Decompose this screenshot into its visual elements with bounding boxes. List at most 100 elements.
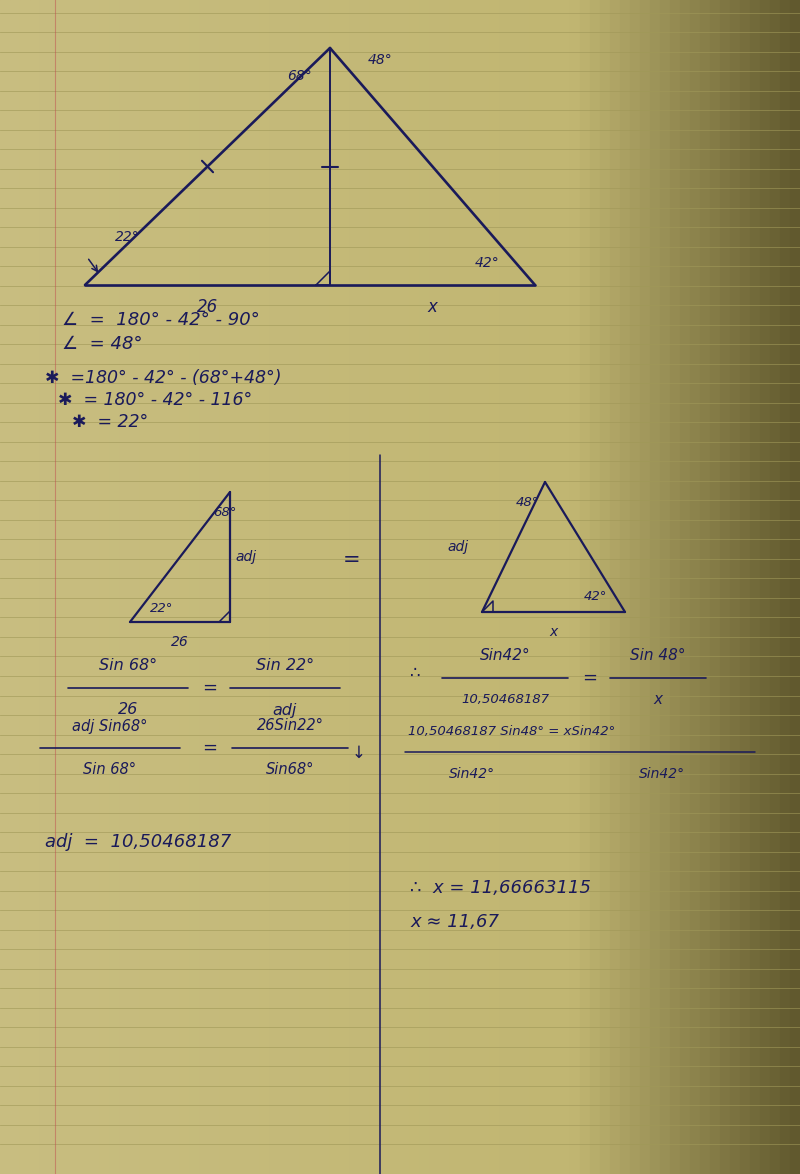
Bar: [590, 0, 600, 1174]
Bar: [720, 0, 730, 1174]
Text: ∠  = 48°: ∠ = 48°: [62, 335, 142, 353]
Bar: [70, 0, 80, 1174]
Bar: [50, 0, 60, 1174]
Bar: [780, 0, 790, 1174]
Bar: [770, 0, 780, 1174]
Bar: [110, 0, 120, 1174]
Bar: [450, 0, 460, 1174]
Bar: [30, 0, 40, 1174]
Bar: [120, 0, 130, 1174]
Text: 26: 26: [171, 635, 189, 649]
Bar: [290, 0, 300, 1174]
Bar: [410, 0, 420, 1174]
Bar: [0, 0, 10, 1174]
Bar: [380, 0, 390, 1174]
Bar: [520, 0, 530, 1174]
Text: x: x: [550, 625, 558, 639]
Bar: [240, 0, 250, 1174]
Bar: [440, 0, 450, 1174]
Bar: [100, 0, 110, 1174]
Bar: [480, 0, 490, 1174]
Text: adj Sin68°: adj Sin68°: [72, 718, 148, 734]
Bar: [540, 0, 550, 1174]
Bar: [710, 0, 720, 1174]
Text: 68°: 68°: [214, 506, 237, 519]
Bar: [500, 0, 510, 1174]
Text: adj  =  10,50468187: adj = 10,50468187: [45, 834, 231, 851]
Bar: [300, 0, 310, 1174]
Bar: [530, 0, 540, 1174]
Bar: [310, 0, 320, 1174]
Bar: [680, 0, 690, 1174]
Text: ∠  =  180° - 42° - 90°: ∠ = 180° - 42° - 90°: [62, 311, 260, 329]
Text: ↓: ↓: [352, 744, 366, 762]
Bar: [270, 0, 280, 1174]
Text: x ≈ 11,67: x ≈ 11,67: [410, 913, 499, 931]
Text: Sin 68°: Sin 68°: [83, 762, 137, 777]
Text: adj: adj: [273, 702, 297, 717]
Text: Sin68°: Sin68°: [266, 762, 314, 777]
Bar: [340, 0, 350, 1174]
Bar: [20, 0, 30, 1174]
Bar: [790, 0, 800, 1174]
Text: 68°: 68°: [288, 69, 312, 83]
Text: 42°: 42°: [474, 256, 499, 270]
Bar: [730, 0, 740, 1174]
Bar: [420, 0, 430, 1174]
Text: 26Sin22°: 26Sin22°: [257, 718, 323, 734]
Bar: [180, 0, 190, 1174]
Bar: [260, 0, 270, 1174]
Text: =: =: [582, 669, 598, 687]
Text: =: =: [202, 679, 218, 697]
Text: 10,50468187 Sin48° = xSin42°: 10,50468187 Sin48° = xSin42°: [408, 726, 615, 738]
Bar: [360, 0, 370, 1174]
Bar: [200, 0, 210, 1174]
Bar: [580, 0, 590, 1174]
Bar: [740, 0, 750, 1174]
Bar: [80, 0, 90, 1174]
Bar: [460, 0, 470, 1174]
Bar: [750, 0, 760, 1174]
Text: =: =: [202, 738, 218, 757]
Text: Sin 68°: Sin 68°: [99, 659, 157, 674]
Bar: [650, 0, 660, 1174]
Text: Sin42°: Sin42°: [449, 767, 495, 781]
Bar: [400, 0, 410, 1174]
Bar: [510, 0, 520, 1174]
Bar: [560, 0, 570, 1174]
Text: Sin42°: Sin42°: [480, 648, 530, 663]
Text: x: x: [427, 298, 438, 316]
Bar: [760, 0, 770, 1174]
Text: 42°: 42°: [583, 591, 606, 603]
Text: ∴: ∴: [410, 664, 421, 682]
Text: =: =: [343, 549, 361, 571]
Bar: [670, 0, 680, 1174]
Bar: [350, 0, 360, 1174]
Text: ∴  x = 11,66663115: ∴ x = 11,66663115: [410, 879, 591, 897]
Text: 10,50468187: 10,50468187: [461, 694, 549, 707]
Text: adj: adj: [447, 540, 468, 554]
Bar: [250, 0, 260, 1174]
Bar: [140, 0, 150, 1174]
Bar: [190, 0, 200, 1174]
Bar: [430, 0, 440, 1174]
Text: 48°: 48°: [515, 495, 538, 508]
Text: Sin 22°: Sin 22°: [256, 659, 314, 674]
Bar: [210, 0, 220, 1174]
Text: 22°: 22°: [114, 230, 139, 244]
Bar: [230, 0, 240, 1174]
Bar: [390, 0, 400, 1174]
Text: 26: 26: [118, 702, 138, 717]
Bar: [150, 0, 160, 1174]
Bar: [570, 0, 580, 1174]
Bar: [640, 0, 650, 1174]
Text: adj: adj: [235, 549, 256, 564]
Bar: [170, 0, 180, 1174]
Bar: [60, 0, 70, 1174]
Bar: [90, 0, 100, 1174]
Bar: [630, 0, 640, 1174]
Text: ✱  = 22°: ✱ = 22°: [72, 413, 148, 431]
Text: ✱  = 180° - 42° - 116°: ✱ = 180° - 42° - 116°: [58, 391, 252, 409]
Bar: [220, 0, 230, 1174]
Bar: [40, 0, 50, 1174]
